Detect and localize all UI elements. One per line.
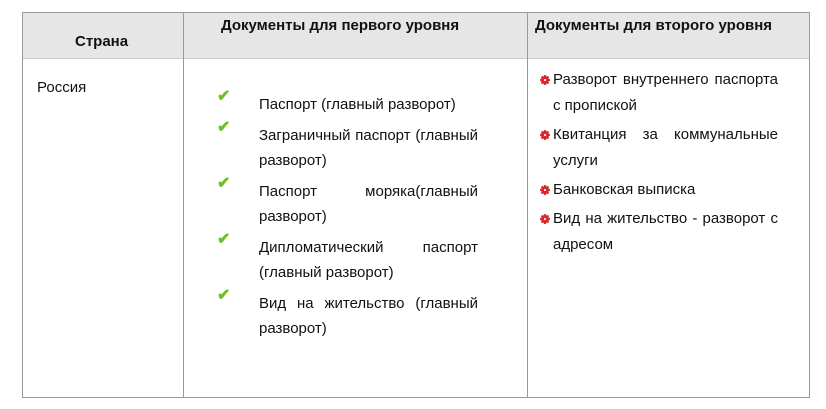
item-text: Дипломатический паспорт (главный разворо… bbox=[259, 239, 478, 281]
level1-item: ✔ Дипломатический паспорт (главный развор… bbox=[217, 231, 478, 285]
item-text: Квитанция за коммунальные услуги bbox=[553, 126, 778, 169]
documents-table: Страна Документы для первого уровня Доку… bbox=[22, 12, 810, 398]
item-text: Паспорт (главный разворот) bbox=[259, 96, 456, 113]
level2-item: Разворот внутреннего паспорта с прописко… bbox=[540, 67, 778, 119]
level1-item: ✔ Паспорт (главный разворот) bbox=[217, 88, 478, 117]
header-country: Страна bbox=[75, 33, 129, 50]
item-text: Вид на жительство (главный разворот) bbox=[259, 295, 478, 337]
column-divider bbox=[527, 13, 528, 397]
red-flower-bullet-icon bbox=[540, 185, 550, 195]
red-flower-bullet-icon bbox=[540, 214, 550, 224]
checkmark-icon: ✔ bbox=[217, 175, 231, 192]
item-text: Банковская выписка bbox=[553, 181, 696, 198]
level2-list: Разворот внутреннего паспорта с прописко… bbox=[540, 67, 778, 261]
header-level2: Документы для второго уровня bbox=[535, 17, 773, 34]
header-level1: Документы для первого уровня bbox=[221, 17, 460, 34]
checkmark-icon: ✔ bbox=[217, 287, 231, 304]
level2-item: Вид на жительство - разворот с адресом bbox=[540, 206, 778, 258]
checkmark-icon: ✔ bbox=[217, 231, 231, 248]
table-header bbox=[23, 13, 809, 59]
red-flower-bullet-icon bbox=[540, 130, 550, 140]
item-text: Паспорт моряка(главный разворот) bbox=[259, 183, 478, 225]
level1-item: ✔ Паспорт моряка(главный разворот) bbox=[217, 175, 478, 229]
checkmark-icon: ✔ bbox=[217, 119, 231, 136]
red-flower-bullet-icon bbox=[540, 75, 550, 85]
checkmark-icon: ✔ bbox=[217, 88, 231, 105]
level1-item: ✔ Заграничный паспорт (главный разворот) bbox=[217, 119, 478, 173]
item-text: Разворот внутреннего паспорта с прописко… bbox=[553, 71, 778, 114]
item-text: Вид на жительство - разворот с адресом bbox=[553, 210, 778, 253]
level1-item: ✔ Вид на жительство (главный разворот) bbox=[217, 287, 478, 341]
item-text: Заграничный паспорт (главный разворот) bbox=[259, 127, 478, 169]
level2-item: Банковская выписка bbox=[540, 177, 778, 203]
country-cell: Россия bbox=[37, 79, 87, 96]
level1-list: ✔ Паспорт (главный разворот) ✔ Заграничный … bbox=[217, 88, 478, 347]
column-divider bbox=[183, 13, 184, 397]
level2-item: Квитанция за коммунальные услуги bbox=[540, 122, 778, 174]
